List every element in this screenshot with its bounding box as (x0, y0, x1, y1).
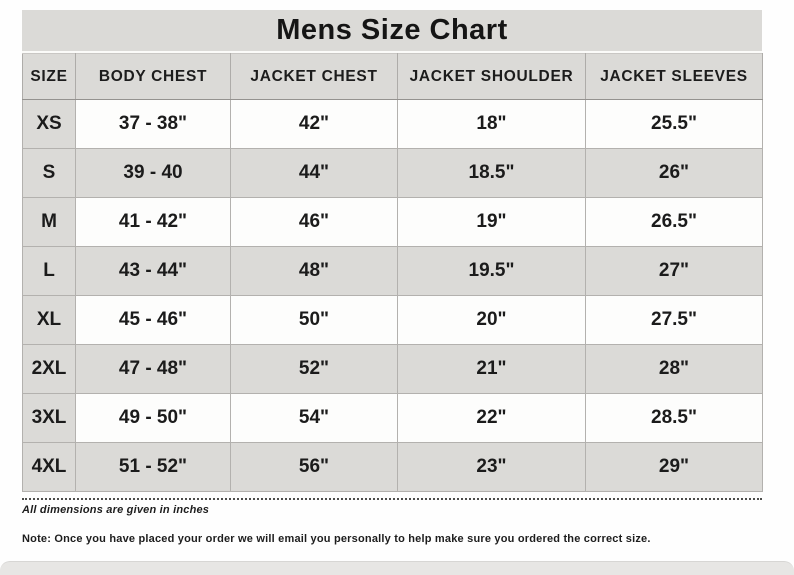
size-cell: S (22, 148, 76, 198)
jacket-sleeves-cell: 27.5" (585, 295, 763, 345)
body-chest-cell: 45 - 46" (75, 295, 231, 345)
jacket-chest-cell: 48" (230, 246, 398, 296)
size-cell: XL (22, 295, 76, 345)
jacket-sleeves-cell: 26" (585, 148, 763, 198)
jacket-sleeves-cell: 28.5" (585, 393, 763, 443)
jacket-sleeves-cell: 29" (585, 442, 763, 492)
header-row: SIZE BODY CHEST JACKET CHEST JACKET SHOU… (22, 53, 763, 100)
jacket-shoulder-cell: 21" (397, 344, 586, 394)
table-row-xs: XS 37 - 38" 42" 18" 25.5" (22, 99, 763, 149)
next-section-edge (0, 561, 794, 575)
body-chest-cell: 37 - 38" (75, 99, 231, 149)
jacket-shoulder-cell: 23" (397, 442, 586, 492)
jacket-chest-cell: 50" (230, 295, 398, 345)
jacket-shoulder-cell: 18.5" (397, 148, 586, 198)
col-header-body-chest: BODY CHEST (75, 53, 231, 100)
mens-size-chart: Mens Size Chart SIZE BODY CHEST JACKET C… (22, 10, 763, 545)
jacket-sleeves-cell: 26.5" (585, 197, 763, 247)
col-header-jacket-shoulder: JACKET SHOULDER (397, 53, 586, 100)
size-cell: 4XL (22, 442, 76, 492)
jacket-shoulder-cell: 19.5" (397, 246, 586, 296)
jacket-chest-cell: 46" (230, 197, 398, 247)
size-cell: XS (22, 99, 76, 149)
table-row-l: L 43 - 44" 48" 19.5" 27" (22, 246, 763, 296)
body-chest-cell: 39 - 40 (75, 148, 231, 198)
jacket-shoulder-cell: 20" (397, 295, 586, 345)
jacket-chest-cell: 52" (230, 344, 398, 394)
jacket-sleeves-cell: 28" (585, 344, 763, 394)
table-row-4xl: 4XL 51 - 52" 56" 23" 29" (22, 442, 763, 492)
size-cell: L (22, 246, 76, 296)
dimensions-footnote: All dimensions are given in inches (22, 504, 210, 516)
size-table: SIZE BODY CHEST JACKET CHEST JACKET SHOU… (22, 53, 763, 492)
body-chest-cell: 51 - 52" (75, 442, 231, 492)
col-header-jacket-chest: JACKET CHEST (230, 53, 398, 100)
jacket-sleeves-cell: 27" (585, 246, 763, 296)
jacket-shoulder-cell: 22" (397, 393, 586, 443)
body-chest-cell: 47 - 48" (75, 344, 231, 394)
jacket-shoulder-cell: 19" (397, 197, 586, 247)
size-cell: 3XL (22, 393, 76, 443)
table-row-m: M 41 - 42" 46" 19" 26.5" (22, 197, 763, 247)
size-cell: M (22, 197, 76, 247)
body-chest-cell: 49 - 50" (75, 393, 231, 443)
col-header-jacket-sleeves: JACKET SLEEVES (585, 53, 763, 100)
col-header-size: SIZE (22, 53, 76, 100)
jacket-chest-cell: 54" (230, 393, 398, 443)
table-row-3xl: 3XL 49 - 50" 54" 22" 28.5" (22, 393, 763, 443)
jacket-sleeves-cell: 25.5" (585, 99, 763, 149)
table-row-s: S 39 - 40 44" 18.5" 26" (22, 148, 763, 198)
table-row-2xl: 2XL 47 - 48" 52" 21" 28" (22, 344, 763, 394)
jacket-shoulder-cell: 18" (397, 99, 586, 149)
jacket-chest-cell: 56" (230, 442, 398, 492)
body-chest-cell: 41 - 42" (75, 197, 231, 247)
table-row-xl: XL 45 - 46" 50" 20" 27.5" (22, 295, 763, 345)
jacket-chest-cell: 44" (230, 148, 398, 198)
dotted-divider (22, 498, 762, 500)
body-chest-cell: 43 - 44" (75, 246, 231, 296)
size-cell: 2XL (22, 344, 76, 394)
chart-title: Mens Size Chart (22, 10, 762, 53)
order-note: Note: Once you have placed your order we… (22, 533, 651, 545)
jacket-chest-cell: 42" (230, 99, 398, 149)
